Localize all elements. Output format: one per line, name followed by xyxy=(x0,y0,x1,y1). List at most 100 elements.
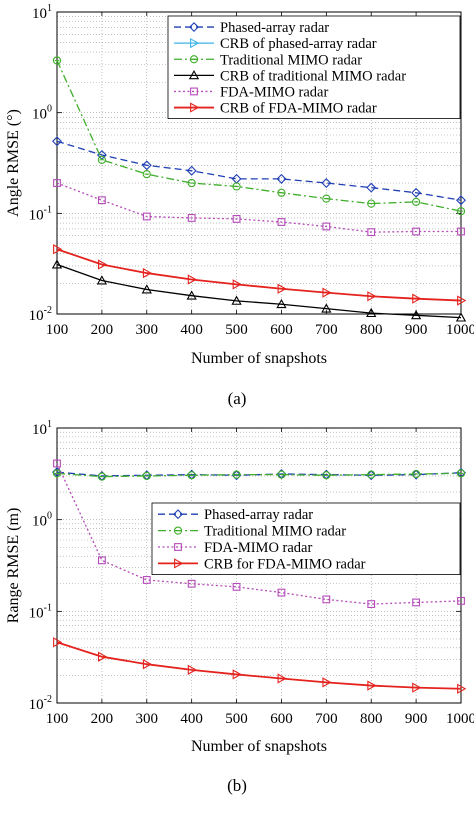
legend-marker xyxy=(189,22,199,33)
y-tick-exponent: -2 xyxy=(44,694,52,705)
data-point xyxy=(366,307,377,318)
data-point xyxy=(411,187,422,198)
x-tick-label: 100 xyxy=(46,711,69,727)
axes-frame xyxy=(56,427,462,704)
data-point xyxy=(366,182,377,193)
data-point xyxy=(232,215,241,223)
x-tick-label: 200 xyxy=(91,711,114,727)
data-point xyxy=(231,470,242,481)
legend-label: CRB of phased-array radar xyxy=(220,36,377,52)
data-point xyxy=(412,293,422,304)
data-point xyxy=(51,259,63,269)
data-point xyxy=(321,303,332,313)
panel-label: (a) xyxy=(228,389,247,408)
data-point xyxy=(321,178,332,189)
y-tick-label: 10-1 xyxy=(29,602,52,621)
x-tick-label: 1000 xyxy=(446,711,474,727)
data-point xyxy=(142,267,153,279)
data-point xyxy=(277,588,286,597)
data-point xyxy=(455,312,467,322)
legend-label: FDA-MIMO radar xyxy=(204,540,312,556)
y-tick-exponent: 0 xyxy=(47,511,52,522)
data-point xyxy=(97,196,106,205)
x-tick-label: 900 xyxy=(405,711,428,727)
data-point xyxy=(141,284,152,294)
y-tick-exponent: 1 xyxy=(47,3,52,14)
legend-marker xyxy=(189,55,199,64)
x-tick-label: 600 xyxy=(270,322,293,338)
data-point xyxy=(187,664,197,675)
series-2 xyxy=(52,469,466,481)
series-line xyxy=(56,463,462,605)
series-line xyxy=(56,182,461,233)
legend-box xyxy=(151,502,461,575)
data-point xyxy=(457,295,467,306)
series-line xyxy=(56,140,462,201)
x-tick-label: 500 xyxy=(225,711,248,727)
data-point xyxy=(322,287,332,298)
y-tick-label: 100 xyxy=(32,104,52,123)
data-point xyxy=(411,469,421,479)
data-point xyxy=(367,291,377,302)
y-tick-base: 10 xyxy=(32,6,47,22)
legend-label: Traditional MIMO radar xyxy=(220,52,362,68)
y-tick-base: 10 xyxy=(32,107,47,123)
data-point xyxy=(367,470,376,479)
legend-label: Phased-array radar xyxy=(204,507,313,523)
legend-marker xyxy=(188,70,200,80)
x-tick-label: 200 xyxy=(91,322,114,338)
y-tick-exponent: 0 xyxy=(47,104,52,115)
series-6 xyxy=(53,244,467,306)
x-tick-label: 800 xyxy=(360,322,383,338)
series-3 xyxy=(53,459,465,608)
data-point xyxy=(187,579,196,588)
data-point xyxy=(142,471,151,481)
x-tick-label: 600 xyxy=(270,711,293,727)
data-point xyxy=(322,677,332,688)
legend-marker xyxy=(174,543,182,551)
data-point xyxy=(367,228,376,237)
data-point xyxy=(410,309,422,320)
series-1 xyxy=(52,136,466,206)
legend-marker xyxy=(173,526,183,535)
data-point xyxy=(322,194,331,203)
data-point xyxy=(277,470,286,479)
data-point xyxy=(232,182,241,191)
legend-box xyxy=(167,15,461,119)
x-tick-label: 300 xyxy=(136,711,159,727)
legend-label: CRB for FDA-MIMO radar xyxy=(204,556,366,572)
legend-label: Traditional MIMO radar xyxy=(204,524,346,540)
data-point xyxy=(456,469,466,478)
data-point xyxy=(412,227,421,236)
y-tick-base: 10 xyxy=(29,605,44,621)
y-tick-base: 10 xyxy=(32,514,47,530)
data-point xyxy=(232,470,241,479)
legend-label: Phased-array radar xyxy=(220,20,329,36)
data-point xyxy=(97,472,107,481)
series-line xyxy=(56,641,462,690)
data-point xyxy=(53,459,61,468)
data-point xyxy=(187,471,196,480)
series-4 xyxy=(51,259,467,322)
series-3 xyxy=(52,56,466,216)
panel-label: (b) xyxy=(227,776,247,795)
legend-label: CRB of traditional MIMO radar xyxy=(220,68,406,84)
data-point xyxy=(457,683,467,694)
y-tick-label: 10-2 xyxy=(29,694,52,713)
data-point xyxy=(186,290,197,300)
data-point xyxy=(457,596,465,605)
legend-marker xyxy=(190,38,200,49)
y-tick-label: 10-1 xyxy=(29,204,52,223)
series-line xyxy=(56,472,462,478)
y-tick-exponent: -2 xyxy=(44,305,52,316)
chart-panel-2: 100 200 300 400 500 600 700 800 900 100010110010-… xyxy=(5,419,474,795)
legend-label: FDA-MIMO radar xyxy=(220,84,328,100)
data-point xyxy=(411,197,421,206)
series-line xyxy=(56,263,462,319)
data-point xyxy=(52,469,62,478)
data-point xyxy=(97,259,108,270)
